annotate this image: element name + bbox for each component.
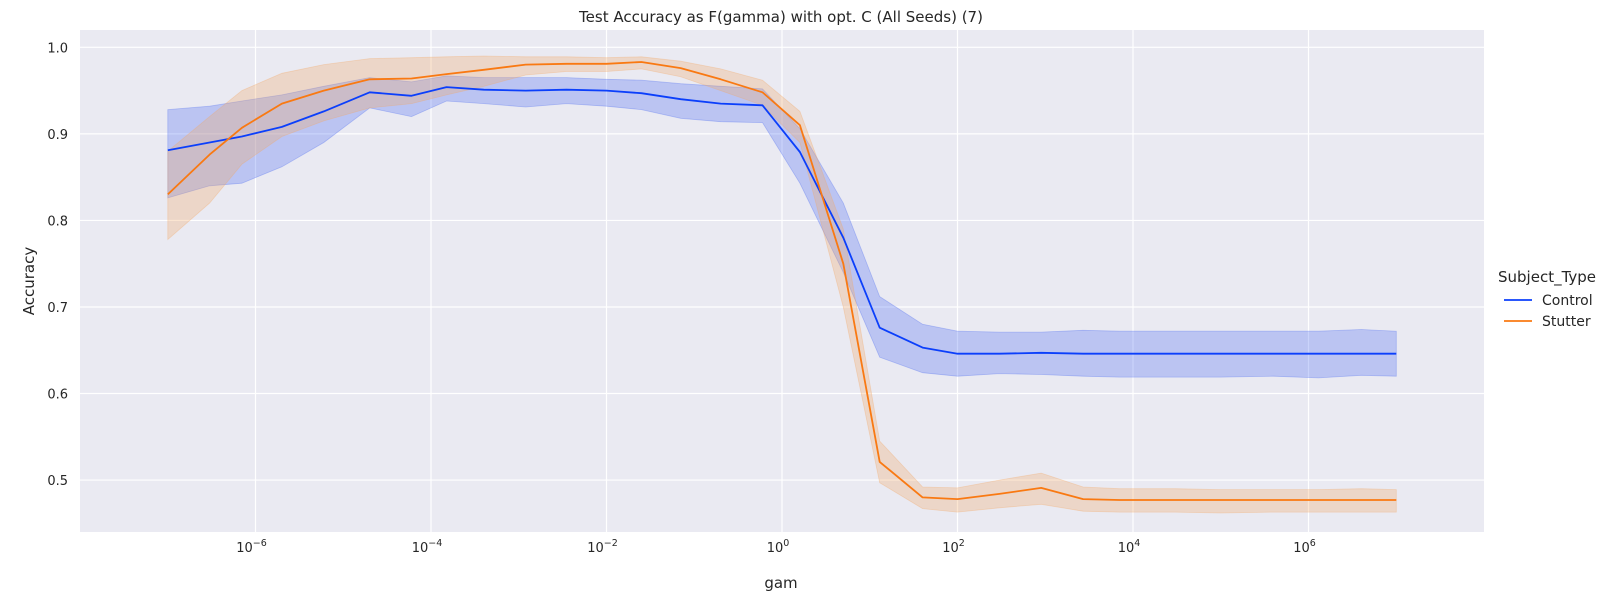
legend-title: Subject_Type xyxy=(1498,268,1596,287)
x-tick-exponent: 0 xyxy=(783,538,789,549)
grid-lines xyxy=(80,30,1484,532)
x-tick-exponent: 6 xyxy=(1310,538,1316,549)
x-tick-label: 106 xyxy=(1293,538,1316,556)
x-tick-exponent: −4 xyxy=(428,538,442,549)
series-line-control xyxy=(167,86,1397,355)
y-tick-label: 1.0 xyxy=(47,41,68,56)
x-tick-exponent: 2 xyxy=(959,538,965,549)
y-tick-label: 0.7 xyxy=(47,301,68,316)
x-tick-label: 10−6 xyxy=(236,538,267,556)
x-tick-exponent: −2 xyxy=(604,538,618,549)
x-tick-base: 10 xyxy=(587,541,604,556)
legend-label-control: Control xyxy=(1542,293,1593,309)
chart-title: Test Accuracy as F(gamma) with opt. C (A… xyxy=(578,8,983,26)
x-tick-label: 102 xyxy=(942,538,965,556)
legend-items: Control Stutter xyxy=(1504,293,1593,330)
legend-label-stutter: Stutter xyxy=(1542,314,1591,330)
x-tick-base: 10 xyxy=(767,541,784,556)
x-tick-label: 10−2 xyxy=(587,538,618,556)
x-tick-labels: 10−6 10−4 10−2 100 102 104 106 xyxy=(236,538,1316,556)
y-axis-label: Accuracy xyxy=(20,247,38,316)
x-tick-label: 100 xyxy=(767,538,790,556)
legend: Subject_Type Control Stutter xyxy=(1498,268,1596,330)
x-tick-exponent: 4 xyxy=(1134,538,1140,549)
series-line-stutter xyxy=(167,61,1397,501)
y-tick-label: 0.8 xyxy=(47,214,68,229)
x-tick-label: 10−4 xyxy=(412,538,443,556)
series-lines xyxy=(167,61,1397,501)
confidence-band-control xyxy=(167,75,1397,379)
x-tick-base: 10 xyxy=(1118,541,1135,556)
x-axis-label: gam xyxy=(764,574,797,592)
x-tick-base: 10 xyxy=(942,541,959,556)
x-tick-base: 10 xyxy=(1293,541,1310,556)
x-tick-label: 104 xyxy=(1118,538,1141,556)
x-tick-exponent: −6 xyxy=(253,538,267,549)
y-tick-labels: 0.5 0.6 0.7 0.8 0.9 1.0 xyxy=(47,41,68,489)
y-tick-label: 0.6 xyxy=(47,388,68,403)
x-tick-base: 10 xyxy=(236,541,253,556)
y-tick-label: 0.5 xyxy=(47,474,68,489)
y-tick-label: 0.9 xyxy=(47,128,68,143)
x-tick-base: 10 xyxy=(412,541,429,556)
